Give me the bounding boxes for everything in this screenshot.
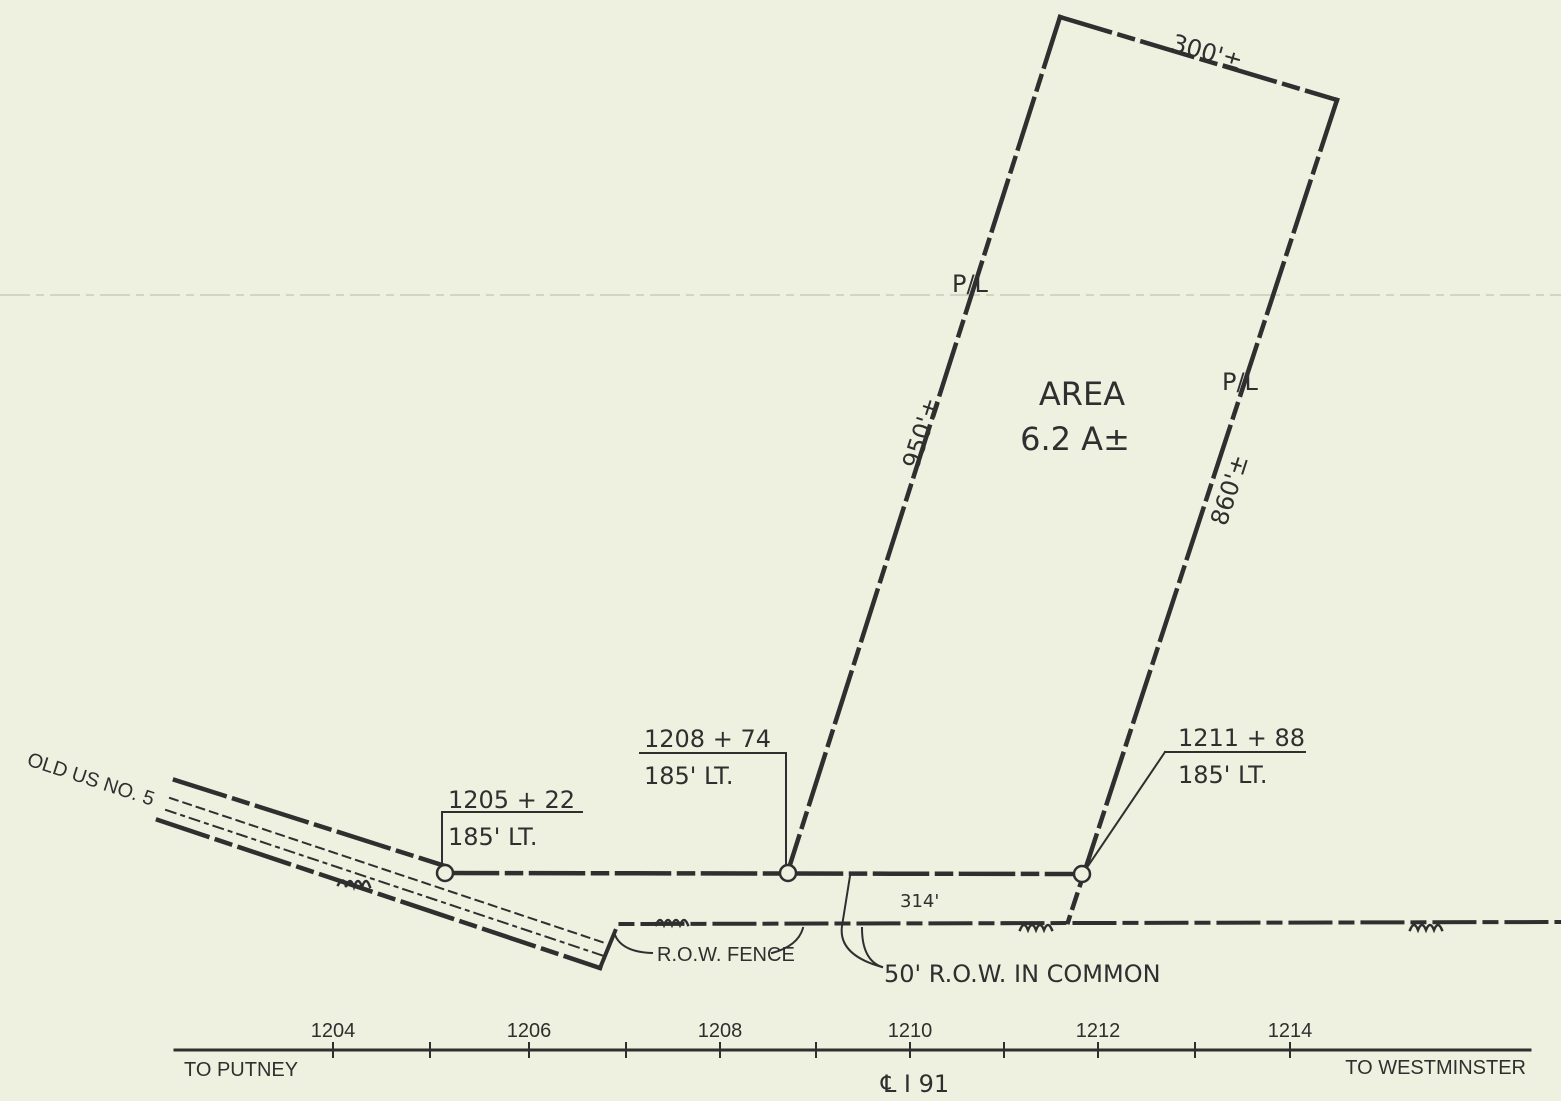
to-putney-label: TO PUTNEY xyxy=(184,1059,298,1081)
parcel-north-line xyxy=(1057,14,1340,103)
row-fence-path xyxy=(597,919,1561,971)
left-dimension: 950'± xyxy=(897,394,946,472)
old-road: OLD US NO. 5 xyxy=(24,749,610,971)
parcel-east-line xyxy=(1065,97,1340,925)
station-callout-1: 1205 + 22 185' LT. xyxy=(441,786,583,866)
tick-label-1206: 1206 xyxy=(507,1020,552,1042)
old-road-north-edge xyxy=(172,777,448,869)
parcel-south-line xyxy=(442,870,1083,877)
area-label: AREA xyxy=(1039,375,1125,413)
fence-symbol-old-road xyxy=(336,879,372,891)
to-westminster-label: TO WESTMINSTER xyxy=(1345,1057,1526,1079)
station-callout-2: 1208 + 74 185' LT. xyxy=(639,725,787,866)
pl-label-left: P/L xyxy=(952,270,989,298)
fence-symbol-1 xyxy=(654,918,690,929)
tick-label-1204: 1204 xyxy=(311,1020,356,1042)
row-common-callout: 50' R.O.W. IN COMMON xyxy=(840,874,1161,988)
top-dimension: 300'± xyxy=(1168,29,1245,76)
minor-ticks xyxy=(429,1042,1196,1058)
tick-label-1210: 1210 xyxy=(888,1020,933,1042)
row-common-label: 50' R.O.W. IN COMMON xyxy=(884,960,1161,988)
parcel-boundary xyxy=(442,14,1340,925)
row-fence-line xyxy=(597,918,1561,971)
fence-symbol-2 xyxy=(1018,923,1054,934)
station-1-top: 1205 + 22 xyxy=(448,786,575,814)
station-3-top: 1211 + 88 xyxy=(1178,724,1305,752)
frontage-dimension: 314' xyxy=(900,891,939,912)
station-2-top: 1208 + 74 xyxy=(644,725,771,753)
centerline-label: ℄ I 91 xyxy=(880,1070,949,1098)
corner-marker-2 xyxy=(778,863,798,883)
major-ticks xyxy=(332,1042,1291,1058)
corner-marker-3 xyxy=(1072,864,1092,884)
station-3-bottom: 185' LT. xyxy=(1178,761,1268,789)
corner-marker-1 xyxy=(435,863,455,883)
station-2-bottom: 185' LT. xyxy=(644,762,734,790)
right-dimension: 860'± xyxy=(1205,451,1254,529)
area-value: 6.2 A± xyxy=(1020,420,1130,458)
fence-symbol-3 xyxy=(1408,923,1444,934)
centerline-i91: 1204 1206 1208 1210 1212 1214 TO PUTNEY … xyxy=(173,1020,1532,1098)
old-road-south-edge xyxy=(155,817,603,971)
row-fence-callout: R.O.W. FENCE xyxy=(613,926,805,966)
tick-label-1214: 1214 xyxy=(1268,1020,1313,1042)
station-callout-3: 1211 + 88 185' LT. xyxy=(1086,724,1306,868)
station-1-bottom: 185' LT. xyxy=(448,823,538,851)
old-road-label: OLD US NO. 5 xyxy=(24,749,157,811)
parcel-west-line xyxy=(785,14,1063,874)
old-road-centerline-b xyxy=(164,808,606,958)
pl-label-right: P/L xyxy=(1222,368,1259,396)
old-road-centerline-a xyxy=(168,796,610,946)
tick-label-1208: 1208 xyxy=(698,1020,743,1042)
row-fence-label: R.O.W. FENCE xyxy=(657,944,795,966)
tick-label-1212: 1212 xyxy=(1076,1020,1121,1042)
